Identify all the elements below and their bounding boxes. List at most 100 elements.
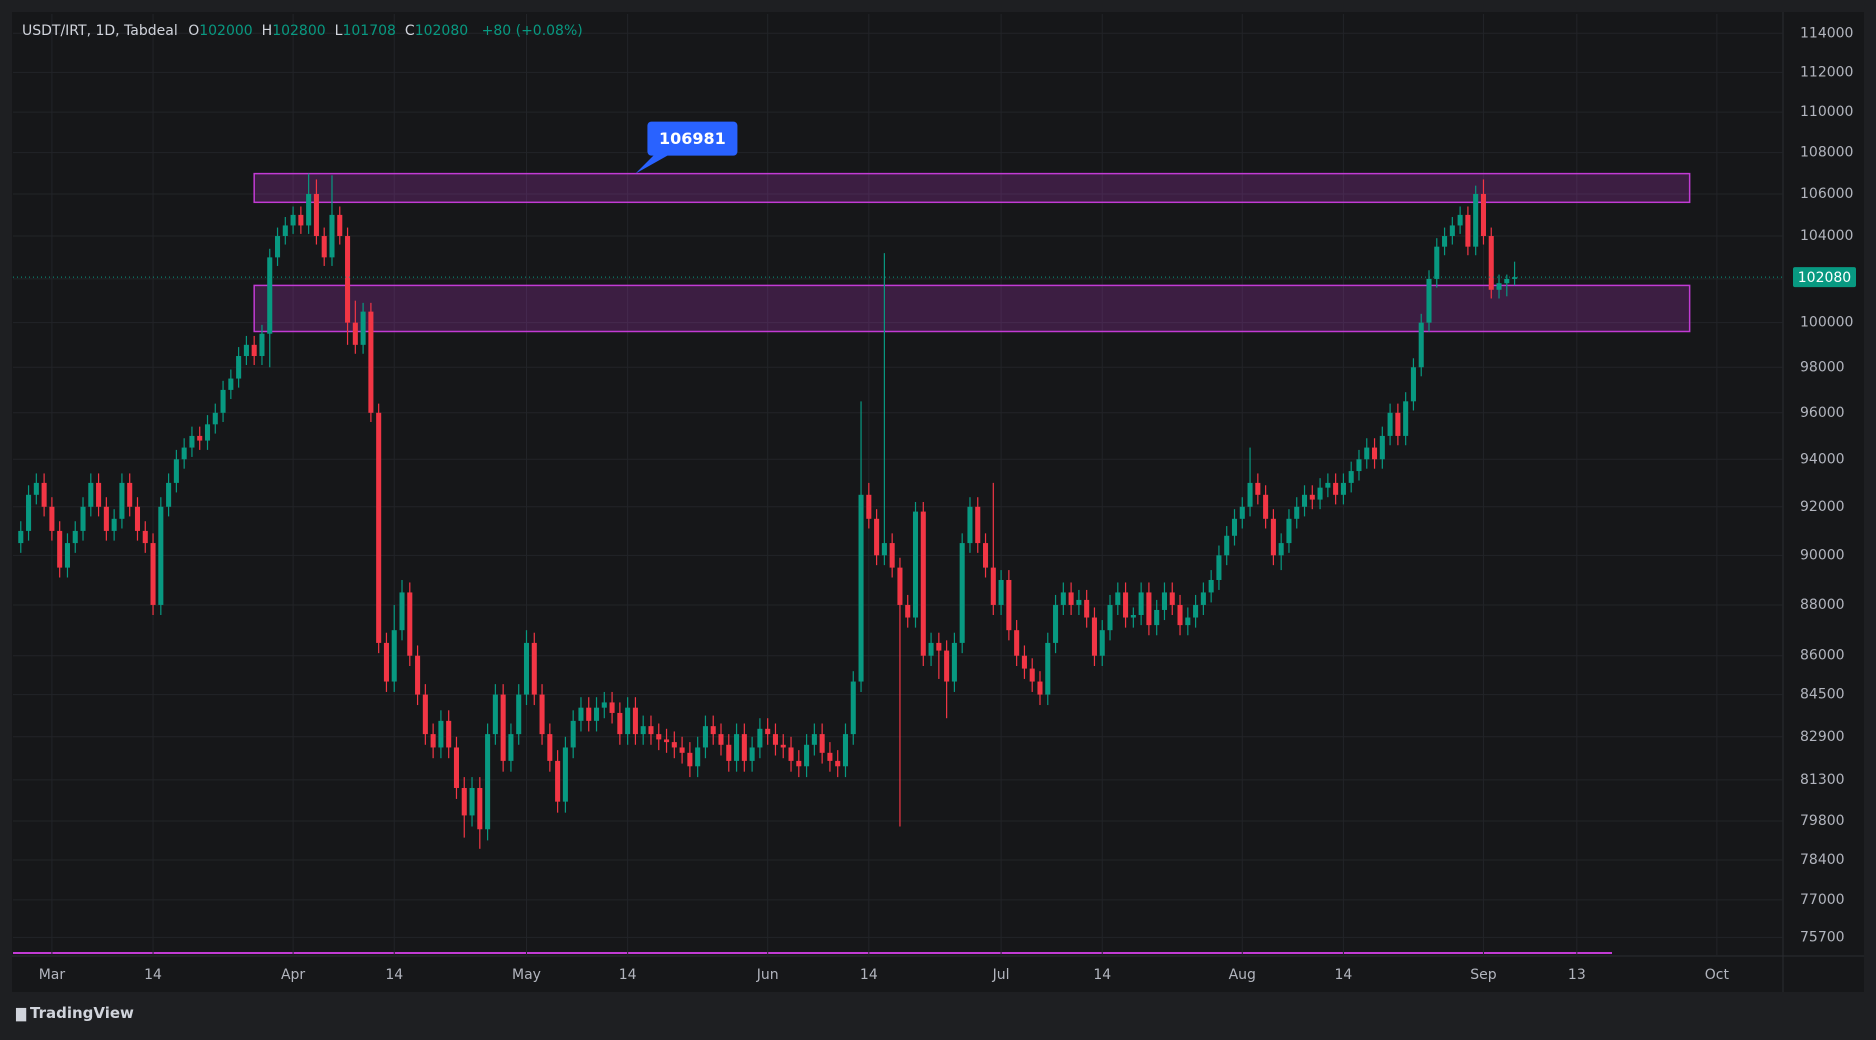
candle-body: [57, 530, 63, 568]
candle-body: [531, 642, 537, 695]
candle-body: [376, 412, 382, 643]
x-tick-label: Apr: [281, 967, 305, 983]
candle-body: [874, 518, 880, 556]
candle-body: [881, 543, 887, 556]
candle-body: [1161, 592, 1168, 610]
candle-body: [430, 734, 436, 748]
candle-body: [1224, 535, 1230, 556]
candle-body: [804, 744, 810, 767]
candle-body: [407, 592, 413, 656]
candle-body: [897, 567, 903, 605]
candle-body: [889, 543, 895, 568]
candle-body: [88, 482, 94, 507]
candle-body: [96, 482, 102, 507]
candle-body: [1053, 604, 1059, 643]
candle-body: [1348, 471, 1354, 483]
candle-body: [1301, 494, 1308, 507]
candle-body: [220, 389, 226, 413]
y-tick-label: 94000: [1800, 451, 1845, 467]
candle-body: [150, 543, 156, 605]
candle-body: [593, 707, 600, 721]
candle-body: [453, 747, 460, 788]
candle-body: [687, 752, 693, 767]
candle-body: [601, 702, 607, 708]
y-tick-label: 75700: [1800, 929, 1845, 945]
candle-body: [710, 726, 716, 735]
candle-body: [702, 726, 708, 748]
candle-body: [1333, 482, 1339, 495]
candle-body: [1278, 543, 1284, 556]
candle-body: [1216, 555, 1222, 580]
candle-body: [1099, 630, 1105, 656]
candle-body: [1379, 435, 1385, 460]
price-zone: [253, 284, 1691, 333]
candle-body: [142, 530, 148, 544]
ohlc-value: 101708: [342, 23, 396, 39]
last-price-label: 102080: [1798, 270, 1851, 286]
y-tick-label: 78400: [1800, 852, 1845, 868]
candle-body: [920, 511, 926, 656]
callout-label: 106981: [659, 129, 726, 148]
candle-body: [259, 333, 265, 357]
candle-body: [399, 592, 405, 631]
chart-panel: [12, 12, 1864, 992]
candle-body: [1496, 283, 1502, 290]
candle-body: [625, 707, 631, 735]
candle-body: [1364, 447, 1370, 460]
candle-body: [998, 579, 1004, 605]
candle-body: [1255, 482, 1261, 495]
candle-body: [912, 511, 919, 618]
candle-body: [228, 378, 234, 390]
candle-body: [811, 734, 817, 745]
candle-body: [1177, 604, 1183, 626]
y-tick-label: 92000: [1800, 499, 1845, 515]
last-price-tag: [1793, 267, 1856, 288]
candle-body: [119, 482, 125, 519]
candle-body: [695, 747, 701, 767]
candle-body: [905, 604, 911, 618]
candle-body: [438, 720, 444, 748]
ohlc-values: O102000 H102800 L101708 C102080: [188, 23, 477, 39]
axes: 114000 112000 110000 108000 106000 104000 1020…: [13, 25, 1856, 983]
candle-body: [1076, 599, 1082, 605]
candle-body: [772, 734, 778, 745]
candle-body: [516, 694, 522, 735]
y-tick-label: 98000: [1800, 359, 1845, 375]
candle-body: [671, 742, 677, 748]
candle-body: [64, 543, 70, 568]
y-tick-label: 104000: [1800, 228, 1853, 244]
logo-mark: ▇: [16, 1007, 26, 1022]
candle-body: [134, 506, 141, 531]
y-tick-label: 88000: [1800, 597, 1845, 613]
candle-body: [267, 257, 273, 334]
candle-body: [835, 760, 841, 767]
candle-body: [41, 482, 47, 507]
candle-body: [1387, 412, 1393, 436]
candle-body: [1208, 579, 1214, 593]
brand-logo[interactable]: ▇ TradingView: [16, 1004, 134, 1022]
y-tick-label: 114000: [1800, 25, 1853, 41]
x-tick-label: 14: [1093, 967, 1111, 983]
candle-body: [103, 506, 109, 531]
candle-body: [819, 734, 825, 753]
candle-body: [959, 543, 965, 643]
candle-body: [166, 482, 172, 507]
candle-body: [1442, 236, 1448, 247]
candle-body: [866, 494, 872, 519]
candle-body: [1123, 592, 1129, 618]
x-tick-label: 13: [1568, 967, 1586, 983]
candle-body: [313, 193, 319, 237]
candle-body: [1115, 592, 1121, 605]
candle-body: [368, 311, 374, 413]
candle-body: [1084, 599, 1090, 618]
candle-body: [33, 482, 39, 495]
candle-body: [212, 412, 218, 425]
x-tick-label: Sep: [1470, 967, 1497, 983]
x-tick-label: Aug: [1229, 967, 1256, 983]
candle-body: [1372, 447, 1378, 460]
x-tick-label: 14: [1335, 967, 1353, 983]
candle-body: [111, 518, 117, 531]
x-tick-label: May: [512, 967, 541, 983]
candle-body: [1488, 236, 1494, 290]
candle-body: [741, 734, 747, 761]
